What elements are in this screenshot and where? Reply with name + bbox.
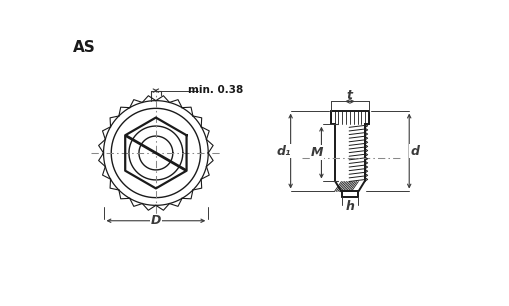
Text: d₁: d₁ (276, 144, 291, 158)
Text: D: D (150, 214, 161, 227)
Text: M: M (310, 146, 322, 159)
Text: min. 0.38: min. 0.38 (188, 85, 243, 95)
Text: AS: AS (73, 40, 95, 55)
Text: h: h (345, 200, 354, 213)
Text: t: t (346, 89, 352, 102)
Text: d: d (409, 144, 418, 158)
